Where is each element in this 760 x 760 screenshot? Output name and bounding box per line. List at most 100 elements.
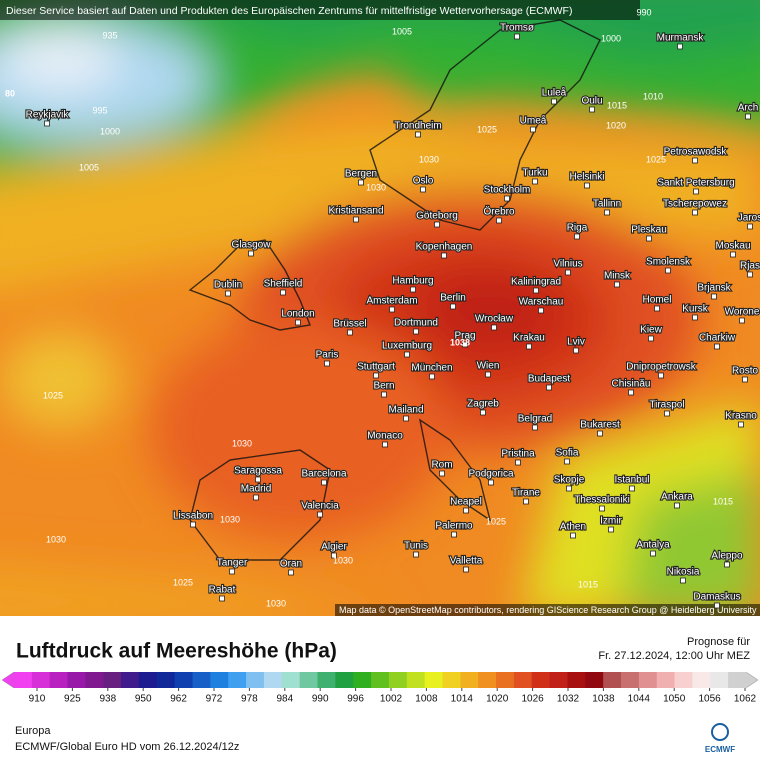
colorbar-segment <box>585 672 604 688</box>
city-label: Tirane <box>512 488 540 499</box>
colorbar-tick-label: 1038 <box>592 694 615 705</box>
isobar-label: 1015 <box>578 579 598 589</box>
legend-panel: Luftdruck auf Meereshöhe (hPa) Prognose … <box>1 636 759 754</box>
colorbar-segment <box>263 672 283 688</box>
colorbar-segment <box>85 672 104 688</box>
city-label: Sofia <box>556 448 579 459</box>
city-dot <box>570 532 576 539</box>
city-label: Berlin <box>440 293 466 304</box>
city-dot <box>413 328 419 335</box>
city-label: Prag <box>454 331 475 342</box>
city-label: Krasno <box>725 411 757 422</box>
isobar-label: 1010 <box>643 91 663 101</box>
city-dot <box>420 186 426 193</box>
city-dot <box>654 305 660 312</box>
city-label: Sheffield <box>264 279 303 290</box>
city-label: Wrocław <box>475 314 514 325</box>
city-dot <box>491 324 497 331</box>
city-label: Reykjavik <box>26 110 70 121</box>
colorbar-tick-label: 1008 <box>415 694 438 705</box>
isobar-label: 1030 <box>266 598 286 608</box>
city-label: Bergen <box>345 169 377 180</box>
city-label: Smolensk <box>646 257 691 268</box>
city-label: Trondheim <box>394 121 441 132</box>
city-dot <box>429 373 435 380</box>
isobar-label: 1025 <box>477 124 497 134</box>
city-label: Minsk <box>604 271 631 282</box>
colorbar-arrow <box>745 671 759 689</box>
city-label: Barcelona <box>301 469 346 480</box>
city-dot <box>680 577 686 584</box>
city-dot <box>628 389 634 396</box>
city-label: Helsinki <box>569 172 604 183</box>
isobar-label: 1005 <box>392 26 412 36</box>
colorbar-segment <box>317 672 336 688</box>
colorbar-segment <box>121 672 140 688</box>
colorbar-segment <box>31 672 51 688</box>
isobar-label: 1015 <box>607 100 627 110</box>
city-dot <box>546 384 552 391</box>
city-label: Athen <box>560 522 586 533</box>
city-label: Wien <box>477 361 500 372</box>
colorbar-segment <box>299 672 319 688</box>
city-label: Bukarest <box>580 420 620 431</box>
city-dot <box>462 341 468 348</box>
city-label: Antalya <box>636 540 670 551</box>
isobar-label: 1015 <box>713 496 733 506</box>
city-label: Murmansk <box>657 33 705 44</box>
city-label: London <box>281 309 314 320</box>
model-run: ECMWF/Global Euro HD vom 26.12.2024/12z <box>15 741 239 753</box>
city-dot <box>295 319 301 326</box>
isobar-label: 935 <box>102 30 117 40</box>
isobar-label: 1030 <box>220 514 240 524</box>
colorbar-segment <box>281 672 301 688</box>
city-label: Göteborg <box>416 211 458 222</box>
city-label: Luleå <box>542 87 567 99</box>
city-label: Chisinău <box>612 379 651 390</box>
city-label: Tromsø <box>500 23 534 34</box>
city-label: Kiew <box>640 325 662 336</box>
city-label: Kristiansand <box>328 206 383 217</box>
city-dot <box>747 223 753 230</box>
service-notice: Dieser Service basiert auf Daten und Pro… <box>6 5 572 17</box>
city-label: Mailand <box>388 405 423 416</box>
city-label: Neapel <box>450 497 482 508</box>
city-label: Valencia <box>301 501 339 512</box>
city-label: Umeå <box>520 115 547 127</box>
city-label: Tiraspol <box>649 400 684 411</box>
city-label: Pristina <box>501 449 535 460</box>
city-dot <box>496 217 502 224</box>
city-label: Worone <box>725 307 760 318</box>
city-label: Izmir <box>600 516 622 527</box>
city-dot <box>358 179 364 186</box>
forecast-time: Fr. 27.12.2024, 12:00 Uhr MEZ <box>598 650 750 662</box>
city-dot <box>533 287 539 294</box>
colorbar-segment <box>621 672 640 688</box>
city-label: Petrosawodsk <box>664 147 728 158</box>
colorbar-tick-label: 1026 <box>521 694 544 705</box>
colorbar-tick-label: 978 <box>241 694 258 705</box>
city-label: Dortmund <box>394 318 438 329</box>
city-label: Riga <box>567 223 588 234</box>
city-label: Damaskus <box>693 592 740 603</box>
colorbar-segment <box>138 672 158 688</box>
city-dot <box>584 182 590 189</box>
colorbar-segment <box>371 672 390 688</box>
city-label: Kaliningrad <box>511 277 561 288</box>
colorbar-tick-label: 962 <box>170 694 187 705</box>
isobar-label: 1030 <box>46 534 66 544</box>
city-dot <box>288 569 294 576</box>
city-dot <box>403 415 409 422</box>
colorbar-tick-label: 950 <box>135 694 152 705</box>
city-dot <box>485 371 491 378</box>
colorbar-tick-label: 1014 <box>451 694 474 705</box>
city-dot <box>692 209 698 216</box>
isobar-label: 1030 <box>366 182 386 192</box>
colorbar-segment <box>656 672 676 688</box>
colorbar-segment <box>406 672 426 688</box>
colorbar-tick-label: 1050 <box>663 694 686 705</box>
city-label: Stuttgart <box>357 362 395 373</box>
city-dot <box>532 424 538 431</box>
isobar-label: 1025 <box>43 390 63 400</box>
city-dot <box>532 178 538 185</box>
